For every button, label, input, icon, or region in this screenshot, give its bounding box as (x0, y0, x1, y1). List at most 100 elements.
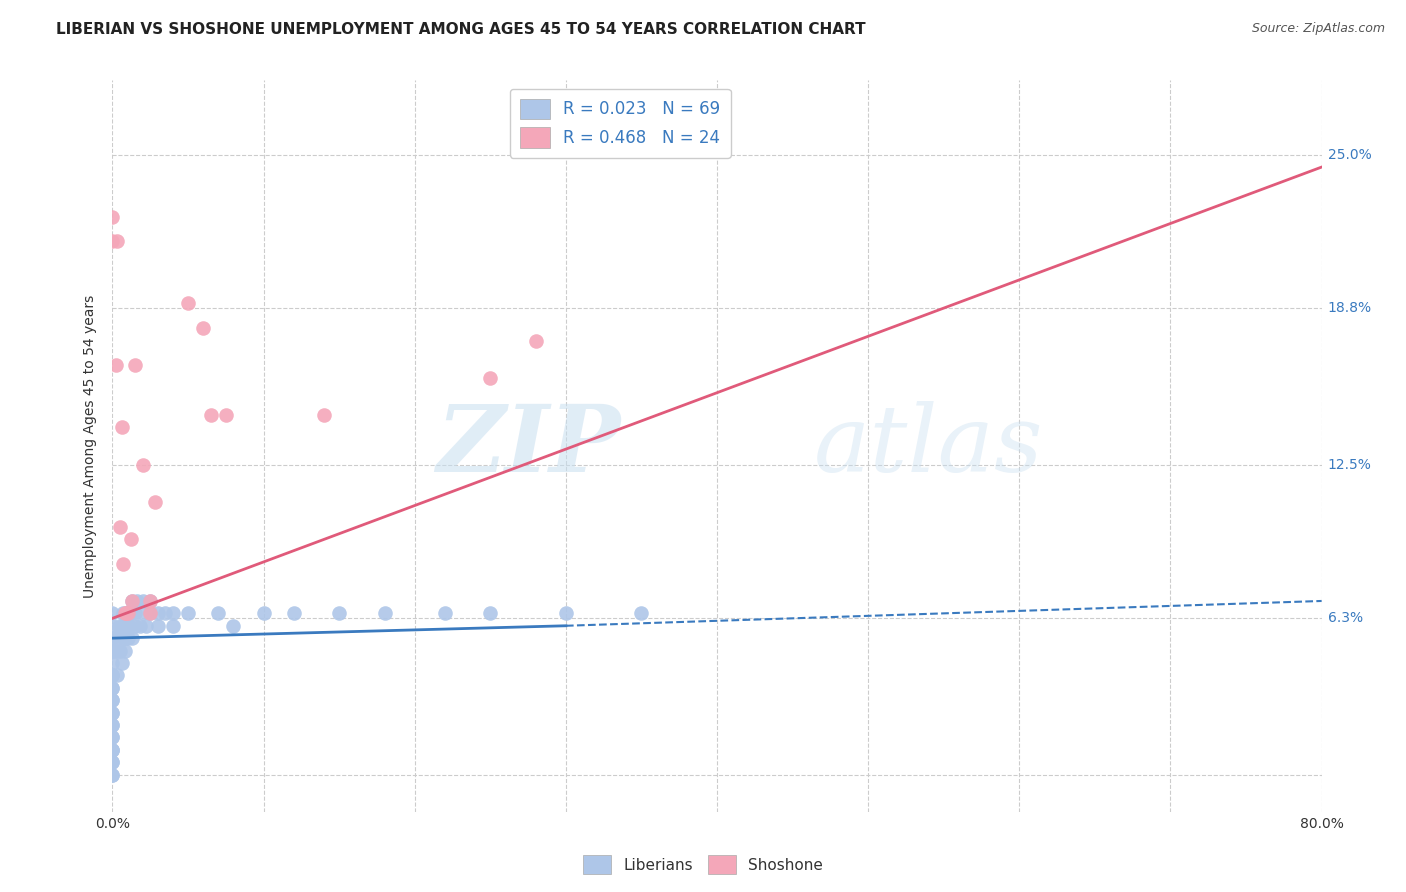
Point (101, 631, 124, 645)
Point (101, 718, 124, 732)
Point (101, 619, 124, 633)
Point (101, 235, 124, 249)
Point (554, 607, 576, 621)
Point (101, 731, 124, 745)
Point (143, 495, 166, 509)
Point (124, 359, 146, 373)
Point (112, 631, 135, 645)
Point (105, 668, 128, 682)
Point (215, 408, 238, 422)
Point (191, 321, 214, 335)
Point (114, 619, 136, 633)
Point (115, 631, 138, 645)
Point (135, 619, 157, 633)
Point (101, 755, 124, 769)
Point (222, 619, 245, 633)
Point (110, 656, 132, 670)
Point (104, 643, 127, 657)
Point (101, 743, 124, 757)
Point (112, 557, 135, 571)
Point (132, 458, 155, 472)
Legend: R = 0.023   N = 69, R = 0.468   N = 24: R = 0.023 N = 69, R = 0.468 N = 24 (510, 88, 731, 158)
Point (162, 607, 184, 621)
Point (101, 643, 124, 657)
Point (132, 607, 155, 621)
Point (101, 718, 124, 732)
Point (101, 755, 124, 769)
Point (101, 743, 124, 757)
Point (146, 607, 169, 621)
Point (177, 607, 200, 621)
Point (139, 607, 162, 621)
Point (101, 681, 124, 695)
Point (283, 607, 305, 621)
Point (108, 643, 131, 657)
Point (120, 607, 142, 621)
Point (101, 731, 124, 745)
Point (121, 594, 143, 608)
Point (524, 334, 547, 348)
Text: 12.5%: 12.5% (1327, 458, 1372, 472)
Legend: Liberians, Shoshone: Liberians, Shoshone (578, 849, 828, 880)
Point (121, 594, 143, 608)
Point (328, 607, 350, 621)
Point (139, 594, 162, 608)
Point (101, 706, 124, 720)
Point (146, 619, 169, 633)
Point (101, 656, 124, 670)
Text: 6.3%: 6.3% (1327, 611, 1362, 625)
Point (101, 693, 124, 707)
Point (479, 607, 502, 621)
Point (139, 607, 162, 621)
Point (101, 743, 124, 757)
Point (101, 693, 124, 707)
Point (200, 408, 222, 422)
Point (374, 607, 396, 621)
Point (124, 619, 146, 633)
Point (108, 519, 131, 533)
Text: 18.8%: 18.8% (1327, 301, 1372, 316)
Point (114, 643, 136, 657)
Point (101, 767, 124, 781)
Point (314, 408, 336, 422)
Point (120, 532, 142, 546)
Text: ZIP: ZIP (436, 401, 620, 491)
Point (101, 706, 124, 720)
Point (105, 631, 128, 645)
Point (110, 420, 132, 434)
Point (105, 235, 128, 249)
Point (115, 607, 138, 621)
Point (110, 619, 132, 633)
Point (114, 607, 136, 621)
Point (101, 210, 124, 224)
Point (117, 607, 139, 621)
Point (630, 607, 652, 621)
Point (433, 607, 456, 621)
Point (139, 594, 162, 608)
Point (253, 607, 276, 621)
Point (125, 594, 148, 608)
Point (155, 607, 177, 621)
Point (101, 681, 124, 695)
Point (101, 767, 124, 781)
Point (107, 619, 129, 633)
Point (177, 296, 200, 310)
Point (101, 607, 124, 621)
Point (118, 619, 141, 633)
Point (101, 668, 124, 682)
Point (132, 594, 155, 608)
Point (207, 607, 229, 621)
Text: Source: ZipAtlas.com: Source: ZipAtlas.com (1251, 22, 1385, 36)
Point (479, 371, 502, 385)
Text: 25.0%: 25.0% (1327, 148, 1371, 161)
Text: LIBERIAN VS SHOSHONE UNEMPLOYMENT AMONG AGES 45 TO 54 YEARS CORRELATION CHART: LIBERIAN VS SHOSHONE UNEMPLOYMENT AMONG … (56, 22, 866, 37)
Point (121, 631, 143, 645)
Point (117, 607, 139, 621)
Point (104, 359, 127, 373)
Point (128, 619, 150, 633)
Point (124, 607, 146, 621)
Point (115, 607, 138, 621)
Point (112, 607, 135, 621)
Point (101, 668, 124, 682)
Point (162, 619, 184, 633)
